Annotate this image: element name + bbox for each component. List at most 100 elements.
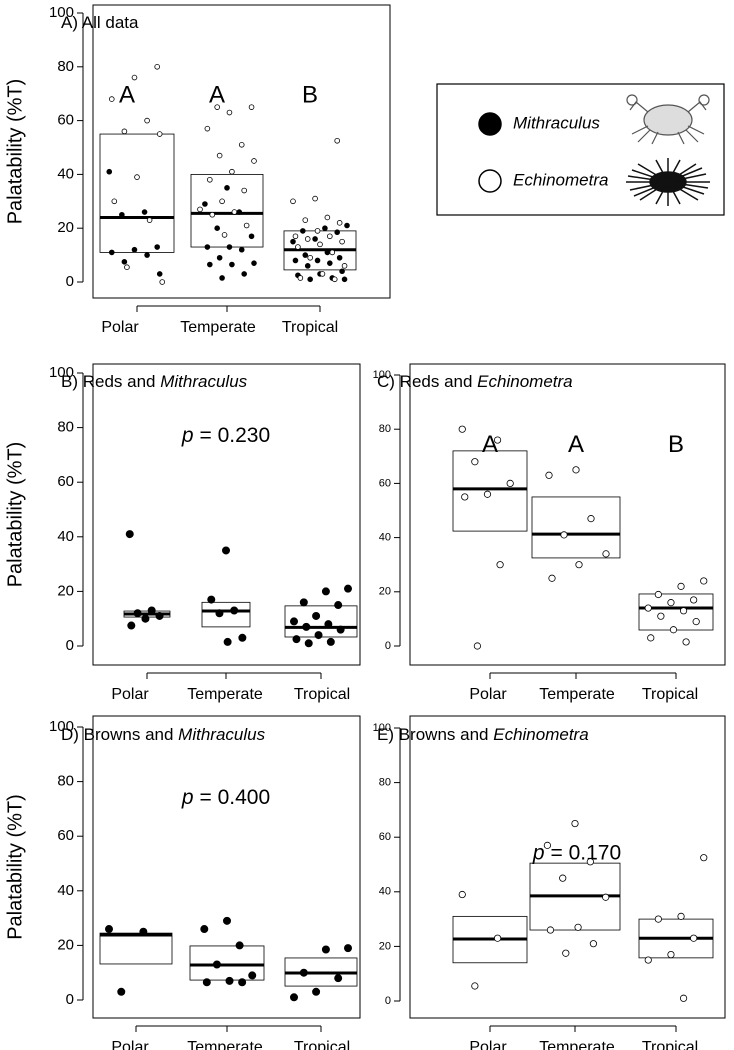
data-point xyxy=(334,601,343,610)
plot-frame xyxy=(409,363,726,666)
y-tick-label: 20 xyxy=(379,586,391,598)
y-tick-label: 100 xyxy=(373,722,391,734)
x-tick-label: Temperate xyxy=(539,1039,615,1050)
significance-letter: A xyxy=(209,82,225,109)
data-point xyxy=(321,945,330,954)
data-point xyxy=(215,609,224,618)
data-point xyxy=(602,550,610,558)
p-value: p = 0.400 xyxy=(181,786,270,809)
data-point xyxy=(647,634,655,642)
data-point xyxy=(327,233,333,240)
x-tick-label: Temperate xyxy=(187,1039,263,1050)
data-point xyxy=(133,609,142,618)
data-point xyxy=(236,209,243,215)
data-point xyxy=(299,598,308,607)
data-point xyxy=(654,915,662,923)
data-point xyxy=(667,950,675,959)
text-part: B) Reds and xyxy=(61,372,160,391)
data-point xyxy=(144,252,150,258)
significance-letter: A xyxy=(482,431,498,458)
data-point xyxy=(343,584,352,593)
data-point xyxy=(300,228,306,234)
y-tick-label: 40 xyxy=(57,165,74,182)
y-tick-label: 80 xyxy=(379,777,391,789)
x-tick-label: Polar xyxy=(101,319,139,336)
data-point xyxy=(314,631,323,640)
y-tick-label: 40 xyxy=(379,886,391,898)
plot-frame xyxy=(92,363,361,666)
data-point xyxy=(289,993,298,1002)
data-point xyxy=(319,271,326,277)
legend-marker xyxy=(478,169,502,193)
x-tick-label: Tropical xyxy=(282,319,338,336)
data-point xyxy=(334,974,343,983)
y-tick-label: 100 xyxy=(49,718,74,735)
data-point xyxy=(493,436,502,444)
data-point xyxy=(589,940,598,948)
data-point xyxy=(214,225,220,232)
y-tick-label: 0 xyxy=(66,637,74,654)
data-point xyxy=(156,271,163,277)
legend-marker xyxy=(478,112,502,136)
data-point xyxy=(344,222,350,229)
significance-letter: B xyxy=(302,82,318,109)
y-tick-label: 0 xyxy=(66,273,74,290)
data-point xyxy=(235,941,244,950)
data-point xyxy=(248,104,255,110)
data-point xyxy=(679,607,688,615)
data-point xyxy=(546,926,555,934)
data-point xyxy=(207,595,216,604)
panel-title: D) Browns and Mithraculus xyxy=(61,725,266,744)
data-point xyxy=(221,546,230,555)
p-value: p = 0.230 xyxy=(181,423,270,446)
significance-letter: B xyxy=(668,431,684,458)
data-point xyxy=(223,637,232,646)
y-tick-label: 0 xyxy=(66,991,74,1008)
data-point xyxy=(209,211,216,218)
data-point xyxy=(339,238,345,245)
data-point xyxy=(700,854,708,862)
italic-text: Mithraculus xyxy=(178,725,265,744)
data-point xyxy=(302,252,309,258)
data-point xyxy=(458,425,466,433)
data-point xyxy=(571,819,579,828)
crab-icon xyxy=(626,94,710,145)
data-point xyxy=(322,225,328,232)
data-point xyxy=(458,890,466,899)
x-tick-label: Temperate xyxy=(539,686,615,703)
data-point xyxy=(119,211,125,218)
data-point xyxy=(654,590,662,599)
p-value: p = 0.170 xyxy=(532,841,621,864)
y-tick-label: 80 xyxy=(57,773,74,790)
y-tick-label: 100 xyxy=(373,369,391,381)
italic-text: p xyxy=(532,841,545,864)
data-point xyxy=(156,131,163,137)
data-point xyxy=(248,233,255,240)
data-point xyxy=(644,604,652,612)
panel-title: A) All data xyxy=(61,13,139,32)
box xyxy=(201,601,251,628)
data-point xyxy=(200,925,209,934)
data-point xyxy=(483,490,492,498)
data-point xyxy=(117,987,126,996)
y-axis-label: Palatability (%T) xyxy=(4,79,26,225)
box xyxy=(638,593,714,631)
data-point xyxy=(644,956,652,964)
data-point xyxy=(506,479,514,487)
data-point xyxy=(290,198,296,205)
data-point xyxy=(292,233,299,240)
y-tick-label: 40 xyxy=(57,882,74,899)
data-point xyxy=(336,220,343,226)
data-point xyxy=(230,606,239,615)
p-value-text: = 0.170 xyxy=(551,841,622,864)
data-point xyxy=(121,128,128,135)
data-point xyxy=(111,198,118,205)
data-point xyxy=(226,109,233,116)
data-point xyxy=(545,471,553,479)
data-point xyxy=(207,261,213,268)
box xyxy=(531,496,621,559)
data-point xyxy=(317,241,323,248)
data-point xyxy=(334,137,340,144)
italic-text: Echinometra xyxy=(493,725,588,744)
